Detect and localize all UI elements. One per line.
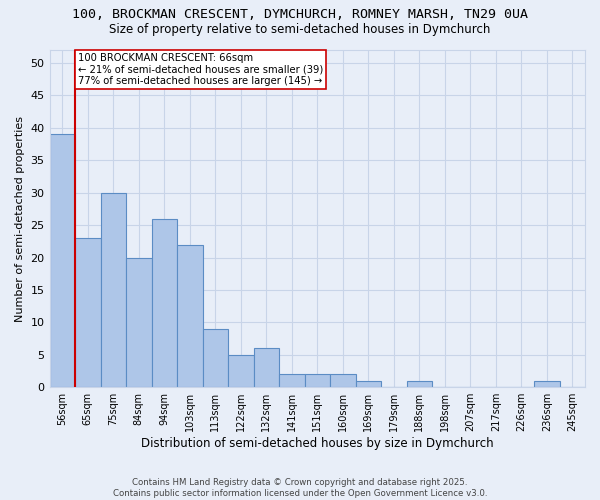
Bar bbox=[279, 374, 305, 387]
Bar bbox=[50, 134, 75, 387]
Bar bbox=[356, 380, 381, 387]
Bar bbox=[330, 374, 356, 387]
Bar bbox=[126, 258, 152, 387]
Bar bbox=[305, 374, 330, 387]
X-axis label: Distribution of semi-detached houses by size in Dymchurch: Distribution of semi-detached houses by … bbox=[141, 437, 494, 450]
Text: Size of property relative to semi-detached houses in Dymchurch: Size of property relative to semi-detach… bbox=[109, 22, 491, 36]
Bar bbox=[407, 380, 432, 387]
Text: 100, BROCKMAN CRESCENT, DYMCHURCH, ROMNEY MARSH, TN29 0UA: 100, BROCKMAN CRESCENT, DYMCHURCH, ROMNE… bbox=[72, 8, 528, 20]
Text: Contains HM Land Registry data © Crown copyright and database right 2025.
Contai: Contains HM Land Registry data © Crown c… bbox=[113, 478, 487, 498]
Bar bbox=[152, 218, 177, 387]
Text: 100 BROCKMAN CRESCENT: 66sqm
← 21% of semi-detached houses are smaller (39)
77% : 100 BROCKMAN CRESCENT: 66sqm ← 21% of se… bbox=[77, 53, 323, 86]
Bar bbox=[534, 380, 560, 387]
Bar bbox=[101, 192, 126, 387]
Y-axis label: Number of semi-detached properties: Number of semi-detached properties bbox=[15, 116, 25, 322]
Bar bbox=[228, 355, 254, 387]
Bar bbox=[254, 348, 279, 387]
Bar bbox=[75, 238, 101, 387]
Bar bbox=[177, 244, 203, 387]
Bar bbox=[203, 329, 228, 387]
